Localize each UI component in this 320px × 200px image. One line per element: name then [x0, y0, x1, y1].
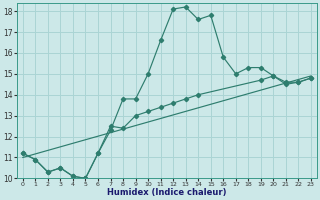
X-axis label: Humidex (Indice chaleur): Humidex (Indice chaleur): [107, 188, 227, 197]
